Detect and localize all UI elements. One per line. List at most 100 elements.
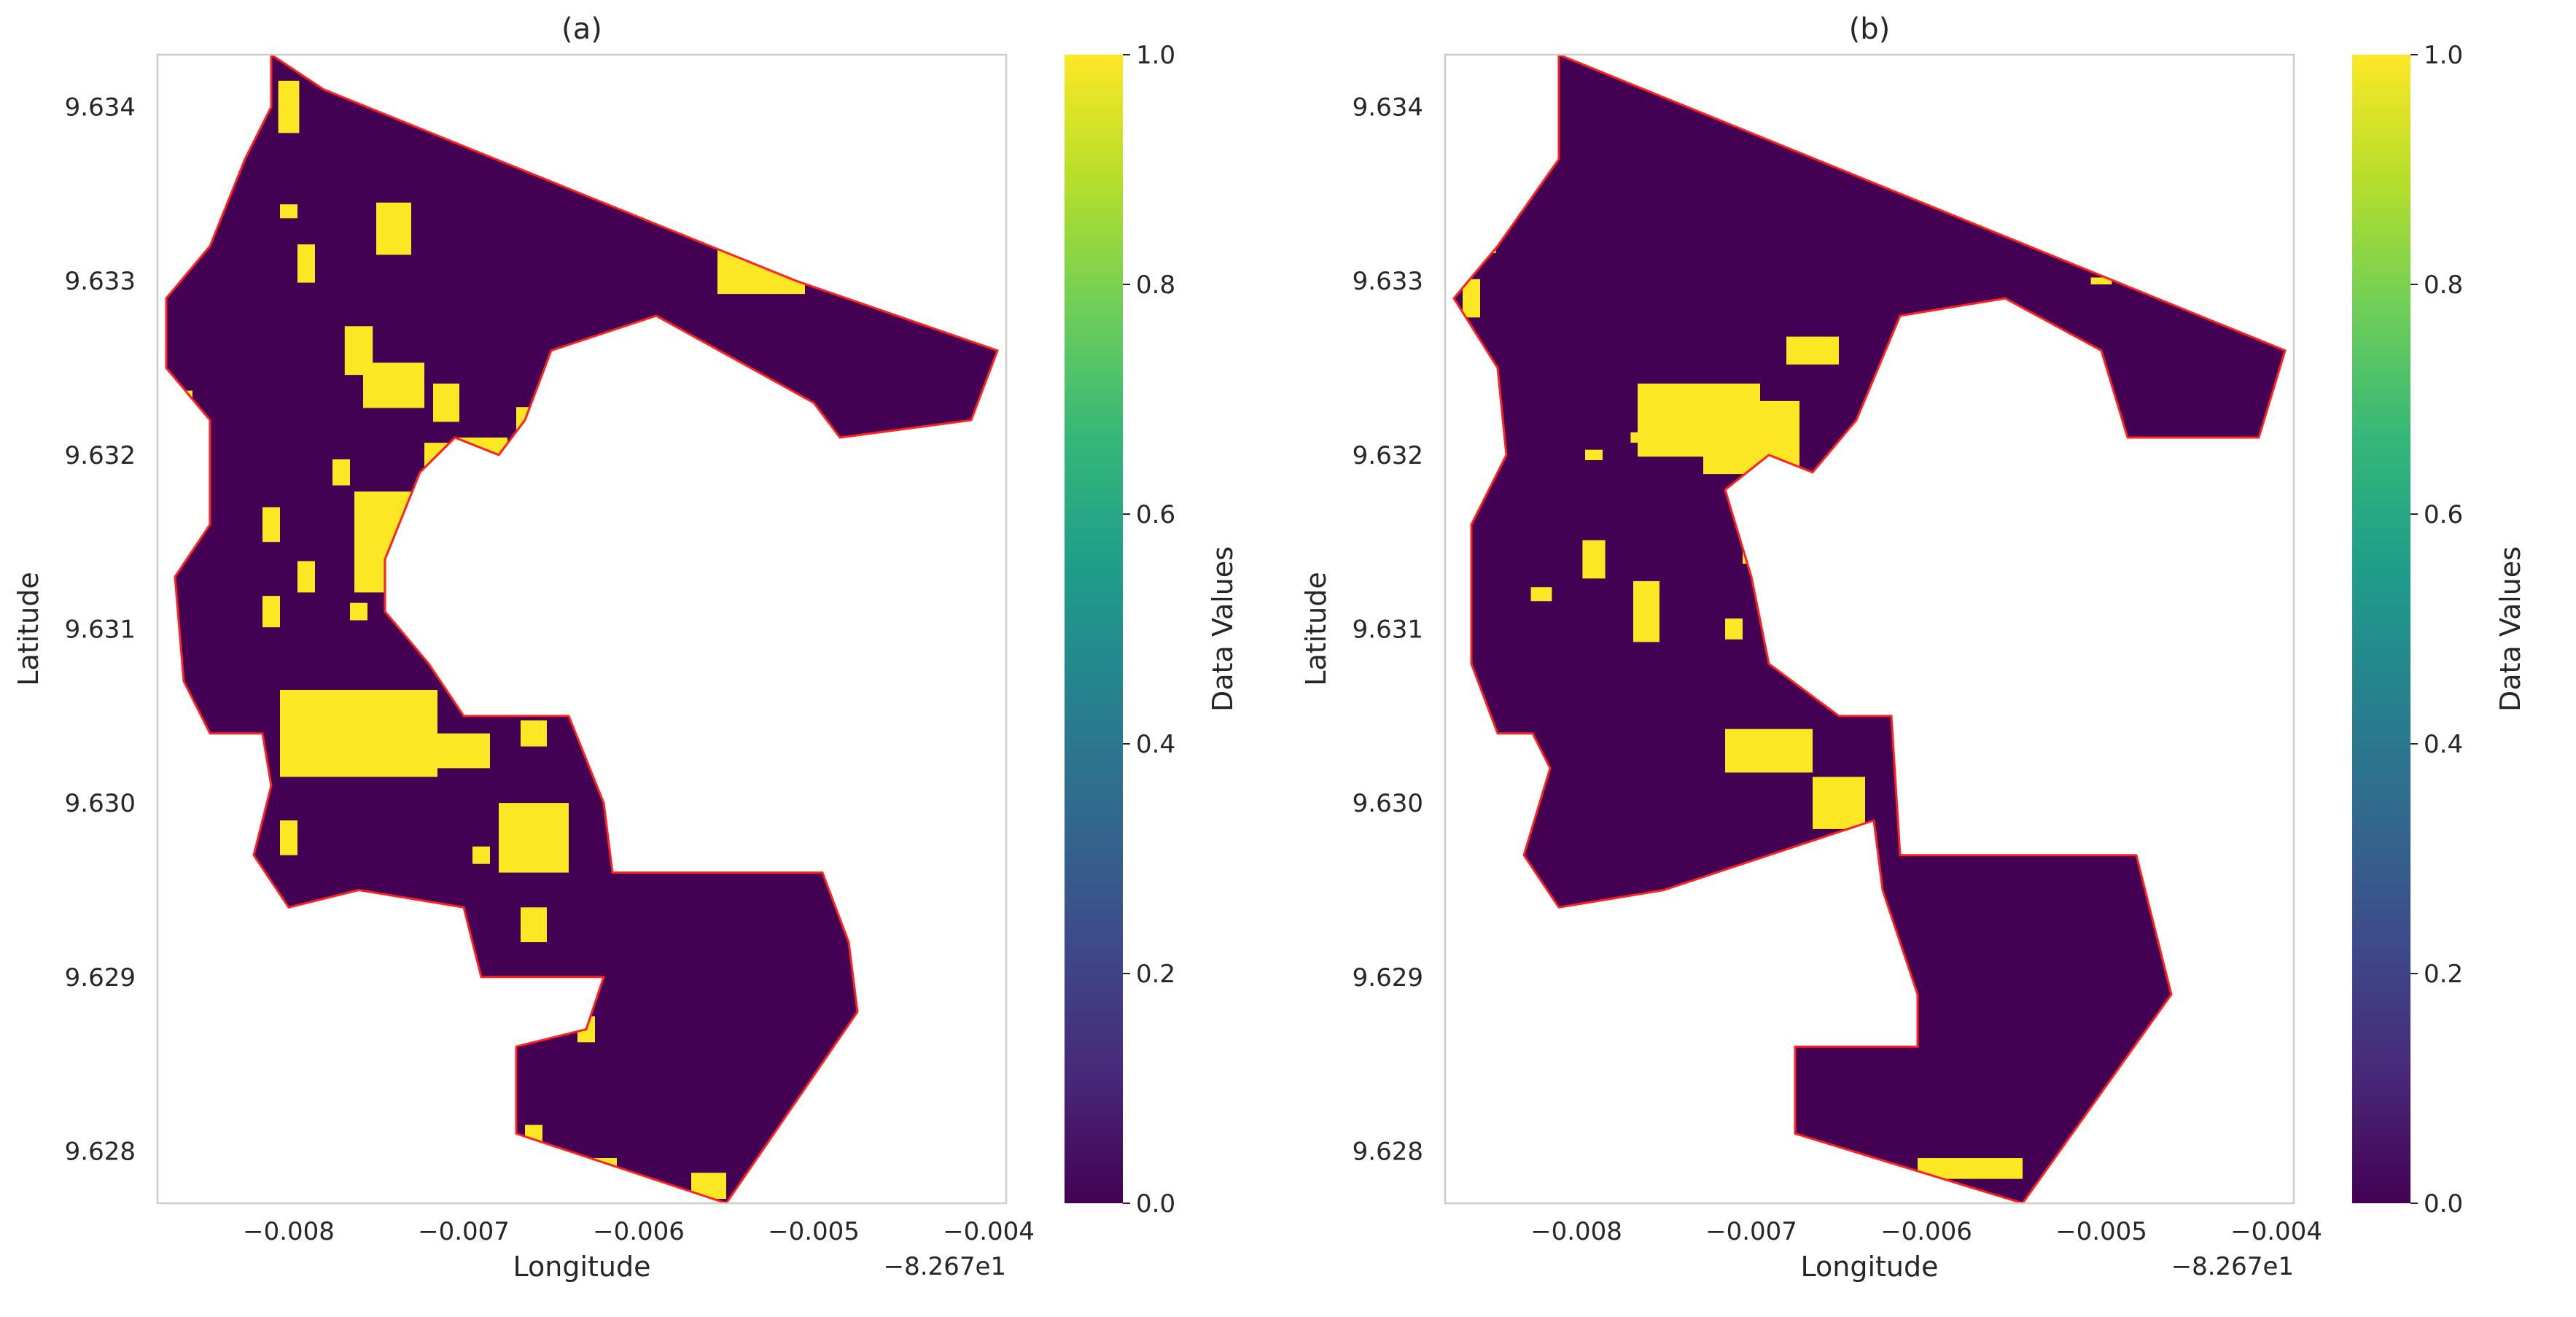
- hotspot-cell: [516, 407, 551, 433]
- x-tick-label: −0.005: [768, 1217, 860, 1246]
- x-tick-label: −0.008: [243, 1217, 335, 1246]
- hotspot-cell: [175, 390, 192, 415]
- hotspot-cell: [521, 720, 547, 747]
- hotspot-cell: [2090, 277, 2112, 284]
- hotspot-cell: [1582, 540, 1606, 579]
- hotspot-cell: [1839, 846, 1874, 864]
- hotspot-cell: [297, 561, 315, 593]
- hotspot-cell: [499, 803, 569, 873]
- y-tick-label: 9.631: [65, 615, 136, 645]
- chart-a-svg: (a) −0.008 −0.007 −0.006 −0.005 −0.004 −8.267e…: [12, 12, 1239, 1283]
- hotspot-cell: [521, 907, 547, 942]
- hotspot-cell: [1743, 485, 1795, 564]
- x-axis-label: Longitude: [513, 1251, 651, 1283]
- hotspot-cell: [836, 273, 862, 288]
- colorbar: [1065, 55, 1123, 1203]
- colorbar-label: Data Values: [1207, 546, 1239, 712]
- study-region: [1454, 55, 2285, 1203]
- hotspot-cell: [280, 204, 297, 219]
- hotspot-cell: [280, 690, 437, 777]
- colorbar-tick-label: 1.0: [2424, 41, 2463, 70]
- region-boundary: [1452, 53, 2287, 1205]
- y-tick-label: 9.633: [1353, 267, 1423, 296]
- colorbar-label: Data Values: [2494, 546, 2526, 712]
- y-tick-label: 9.634: [65, 93, 136, 123]
- hotspot-cell: [433, 384, 459, 422]
- study-region: [166, 55, 997, 1203]
- x-tick-label: −0.004: [2230, 1217, 2322, 1246]
- hotspot-cell: [297, 244, 315, 283]
- chart-title: (b): [1849, 12, 1891, 46]
- hotspot-cell: [617, 141, 661, 176]
- hotspot-cell: [1813, 777, 1865, 829]
- chart-panel-b: (b) −0.008 −0.007 −0.006 −0.005 −0.004 −8.267e…: [1288, 0, 2576, 1314]
- x-axis-label: Longitude: [1801, 1251, 1939, 1283]
- x-tick-label: −0.007: [418, 1217, 510, 1246]
- colorbar-tick-label: 0.0: [1136, 1189, 1175, 1219]
- hotspot-cell: [437, 733, 490, 769]
- x-tick-label: −0.006: [593, 1217, 685, 1246]
- hotspot-cell: [1630, 432, 1645, 443]
- hotspot-cell: [1530, 587, 1552, 602]
- colorbar-tick-label: 0.2: [2424, 960, 2463, 989]
- hotspot-cell: [661, 844, 687, 866]
- y-axis-label: Latitude: [1300, 572, 1332, 685]
- colorbar-tick-label: 0.4: [2424, 730, 2463, 759]
- hotspot-cell: [1786, 336, 1839, 365]
- y-axis-label: Latitude: [12, 572, 44, 685]
- hotspot-cell: [525, 985, 542, 1003]
- chart-b-svg: (b) −0.008 −0.007 −0.006 −0.005 −0.004 −8.267e…: [1300, 12, 2526, 1283]
- hotspot-cell: [1819, 955, 1859, 999]
- hotspot-cell: [278, 80, 300, 133]
- hotspot-cell: [1633, 580, 1659, 642]
- y-tick-label: 9.628: [1353, 1137, 1423, 1166]
- hotspot-cell: [1725, 729, 1813, 773]
- y-tick-label: 9.632: [65, 441, 136, 470]
- hotspot-cell: [350, 602, 367, 621]
- hotspot-cell: [696, 193, 722, 229]
- y-tick-label: 9.633: [65, 267, 136, 296]
- hotspot-cell: [262, 507, 280, 543]
- region-boundary: [165, 53, 999, 1205]
- hotspot-cell: [717, 233, 805, 295]
- colorbar-tick-label: 0.6: [1136, 500, 1175, 529]
- hotspot-cell: [1703, 400, 1799, 475]
- plot-frame: [1444, 53, 2295, 1205]
- y-tick-label: 9.631: [1353, 615, 1423, 645]
- y-tick-label: 9.634: [1353, 93, 1423, 123]
- hotspot-cell: [1725, 618, 1743, 640]
- y-tick-label: 9.629: [1353, 963, 1423, 992]
- colorbar-tick-label: 0.4: [1136, 730, 1175, 759]
- colorbar-tick-label: 0.0: [2424, 1189, 2463, 1219]
- y-tick-label: 9.630: [1353, 789, 1423, 818]
- y-tick-label: 9.628: [65, 1137, 136, 1166]
- chart-panel-a: (a) −0.008 −0.007 −0.006 −0.005 −0.004 −8.267e…: [0, 0, 1288, 1314]
- colorbar: [2352, 55, 2410, 1203]
- colorbar-tick-label: 0.6: [2424, 500, 2463, 529]
- hotspot-cell: [591, 1158, 617, 1179]
- x-tick-label: −0.004: [943, 1217, 1035, 1246]
- colorbar-tick-label: 0.2: [1136, 960, 1175, 989]
- hotspot-cell: [376, 202, 411, 255]
- hotspot-cell: [691, 1173, 726, 1199]
- hotspot-cell: [538, 403, 564, 438]
- x-tick-label: −0.007: [1705, 1217, 1797, 1246]
- chart-title: (a): [561, 12, 602, 46]
- x-tick-label: −0.006: [1880, 1217, 1972, 1246]
- colorbar-tick-label: 0.8: [1136, 271, 1175, 300]
- x-offset-label: −8.267e1: [2171, 1252, 2294, 1281]
- x-tick-label: −0.008: [1530, 1217, 1622, 1246]
- colorbar-tick-label: 0.8: [2424, 271, 2463, 300]
- plot-frame: [156, 53, 1008, 1205]
- y-tick-label: 9.632: [1353, 441, 1423, 470]
- hotspot-cell: [280, 820, 297, 855]
- hotspot-cell: [332, 459, 350, 486]
- hotspot-cell: [402, 602, 420, 621]
- y-tick-label: 9.629: [65, 963, 136, 992]
- x-offset-label: −8.267e1: [884, 1252, 1006, 1281]
- hotspot-cell: [354, 492, 433, 593]
- hotspot-cell: [363, 362, 424, 408]
- hotspot-cell: [472, 846, 490, 864]
- y-tick-label: 9.630: [65, 789, 136, 818]
- hotspot-cell: [262, 596, 280, 628]
